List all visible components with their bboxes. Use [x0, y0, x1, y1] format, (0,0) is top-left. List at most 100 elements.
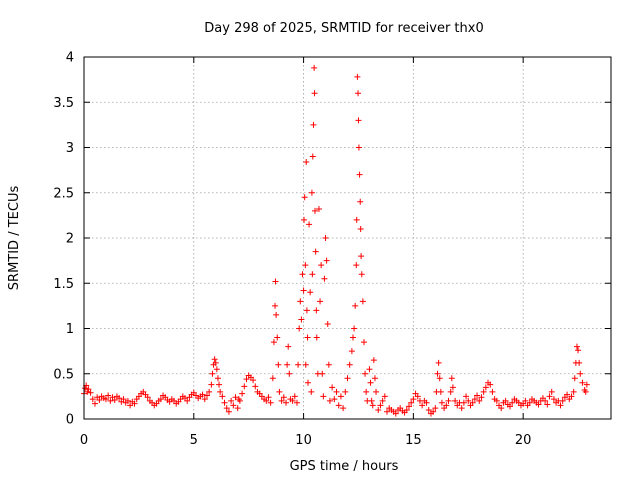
- x-tick-label: 5: [190, 433, 198, 448]
- data-point: [548, 388, 555, 395]
- data-point: [403, 406, 410, 413]
- data-point: [232, 394, 239, 401]
- data-point: [526, 399, 533, 406]
- data-point: [273, 311, 280, 318]
- data-point: [448, 375, 455, 382]
- axis-ticks: [83, 56, 611, 420]
- data-point: [363, 388, 370, 395]
- data-point: [379, 397, 386, 404]
- data-series: [81, 64, 590, 417]
- y-tick-label: 1.5: [53, 277, 74, 292]
- data-point: [131, 400, 138, 407]
- data-point: [359, 298, 366, 305]
- data-point: [342, 388, 349, 395]
- data-point: [250, 377, 257, 384]
- data-point: [203, 392, 210, 399]
- data-point: [269, 375, 276, 382]
- data-point: [283, 399, 290, 406]
- data-point: [91, 400, 98, 407]
- data-point: [358, 271, 365, 278]
- data-point: [302, 262, 309, 269]
- data-point: [445, 397, 452, 404]
- data-point: [571, 375, 578, 382]
- tick-labels: 0 0.5 1 1.5 2 2.5 3 3.5 4 0 5 10 15 20: [53, 51, 531, 449]
- y-tick-label: 0: [66, 413, 74, 428]
- data-point: [353, 262, 360, 269]
- data-point: [340, 405, 347, 412]
- data-point: [344, 375, 351, 382]
- data-point: [482, 384, 489, 391]
- y-tick-label: 1: [66, 322, 74, 337]
- data-point: [509, 399, 516, 406]
- data-point: [353, 216, 360, 223]
- data-point: [228, 397, 235, 404]
- grid-lines: [84, 57, 611, 419]
- data-point: [286, 370, 293, 377]
- data-point: [318, 262, 325, 269]
- data-point: [267, 399, 274, 406]
- data-point: [243, 376, 250, 383]
- data-point: [304, 379, 311, 386]
- data-point: [317, 298, 324, 305]
- data-point: [447, 388, 454, 395]
- data-point: [487, 381, 494, 388]
- data-point: [405, 403, 412, 410]
- data-point: [489, 388, 496, 395]
- data-point: [312, 248, 319, 255]
- x-tick-label: 10: [295, 433, 312, 448]
- data-point: [333, 388, 340, 395]
- data-point: [375, 406, 382, 413]
- data-point: [471, 396, 478, 403]
- data-point: [213, 366, 220, 373]
- data-point: [107, 397, 114, 404]
- data-point: [437, 388, 444, 395]
- data-point: [329, 384, 336, 391]
- data-point: [535, 401, 542, 408]
- data-point: [373, 388, 380, 395]
- data-point: [236, 397, 243, 404]
- data-point: [570, 388, 577, 395]
- data-point: [351, 325, 358, 332]
- data-point: [201, 396, 208, 403]
- data-point: [582, 388, 589, 395]
- data-point: [414, 393, 421, 400]
- data-point: [325, 361, 332, 368]
- data-point: [276, 388, 283, 395]
- x-tick-label: 0: [80, 433, 88, 448]
- data-point: [458, 405, 465, 412]
- data-point: [577, 370, 584, 377]
- data-point: [425, 406, 432, 413]
- x-tick-label: 20: [515, 433, 532, 448]
- data-point: [371, 375, 378, 382]
- data-point: [331, 396, 338, 403]
- data-point: [313, 307, 320, 314]
- data-point: [308, 388, 315, 395]
- data-point: [209, 370, 216, 377]
- data-point: [559, 397, 566, 404]
- data-point: [111, 396, 118, 403]
- data-point: [564, 391, 571, 398]
- data-point: [89, 396, 96, 403]
- data-point: [460, 399, 467, 406]
- data-point: [410, 396, 417, 403]
- data-point: [278, 397, 285, 404]
- data-point: [498, 405, 505, 412]
- data-point: [322, 235, 329, 241]
- data-point: [303, 158, 310, 165]
- data-point: [225, 408, 232, 415]
- data-point: [335, 402, 342, 409]
- data-point: [311, 90, 318, 97]
- data-point: [116, 395, 123, 402]
- data-point: [272, 278, 279, 285]
- data-point: [358, 253, 365, 260]
- data-point: [309, 271, 316, 278]
- data-point: [302, 361, 309, 368]
- data-point: [212, 359, 219, 366]
- data-point: [219, 393, 226, 400]
- data-point: [284, 361, 291, 368]
- data-point: [303, 307, 310, 314]
- y-tick-label: 3: [66, 141, 74, 156]
- data-point: [96, 396, 103, 403]
- data-point: [285, 343, 292, 350]
